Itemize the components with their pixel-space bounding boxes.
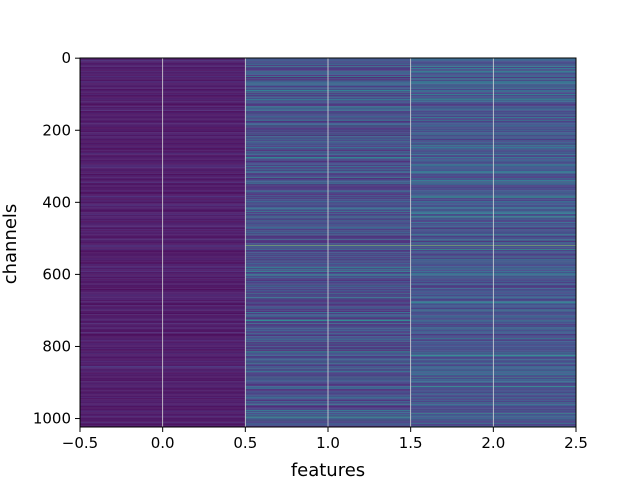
- y-tick-label: 400: [42, 193, 71, 211]
- x-tick-label: 1.0: [316, 434, 340, 452]
- y-tick-label: 200: [42, 121, 71, 139]
- x-tick-label: 0.5: [233, 434, 257, 452]
- x-tick-label: 1.5: [399, 434, 423, 452]
- y-tick-label: 800: [42, 337, 71, 355]
- y-tick-label: 0: [61, 49, 71, 67]
- y-axis-ticks: 0 200 400 600 800 1000: [33, 49, 80, 428]
- x-axis-label: features: [291, 460, 365, 480]
- x-axis-ticks: −0.5 0.0 0.5 1.0 1.5 2.0 2.5: [62, 427, 588, 452]
- x-tick-label: 2.5: [564, 434, 588, 452]
- y-tick-label: 1000: [33, 410, 71, 428]
- y-axis-label: channels: [0, 204, 21, 285]
- x-tick-label: 2.0: [481, 434, 505, 452]
- y-tick-label: 600: [42, 265, 71, 283]
- x-tick-label: −0.5: [62, 434, 98, 452]
- x-tick-label: 0.0: [151, 434, 175, 452]
